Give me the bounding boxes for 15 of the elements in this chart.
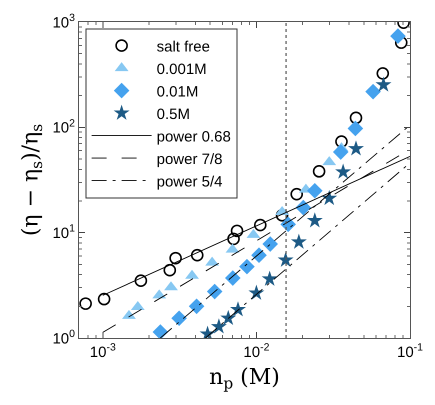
x-tick-label: 10$^{-3}$ xyxy=(90,342,116,361)
legend-label: 0.5M xyxy=(156,106,190,123)
x-axis-title: n$_{p}$ (M) xyxy=(209,364,280,393)
y-tick-label: 10$^{3}$ xyxy=(52,12,76,32)
legend-label: power 7/8 xyxy=(156,150,222,168)
legend-label: salt free xyxy=(156,38,210,56)
legend-label: power 5/4 xyxy=(156,173,222,190)
legend-label: 0.001M xyxy=(156,60,207,78)
x-tick-label: 10$^{-1}$ xyxy=(396,342,424,361)
x-tick-label: 10$^{-2}$ xyxy=(243,342,270,361)
legend-label: 0.01M xyxy=(156,83,198,100)
y-tick-label: 10$^{2}$ xyxy=(52,117,76,137)
legend-label: power 0.68 xyxy=(156,128,231,146)
y-tick-label: 10$^{1}$ xyxy=(52,222,76,242)
y-tick-label: 10$^{0}$ xyxy=(52,328,76,348)
